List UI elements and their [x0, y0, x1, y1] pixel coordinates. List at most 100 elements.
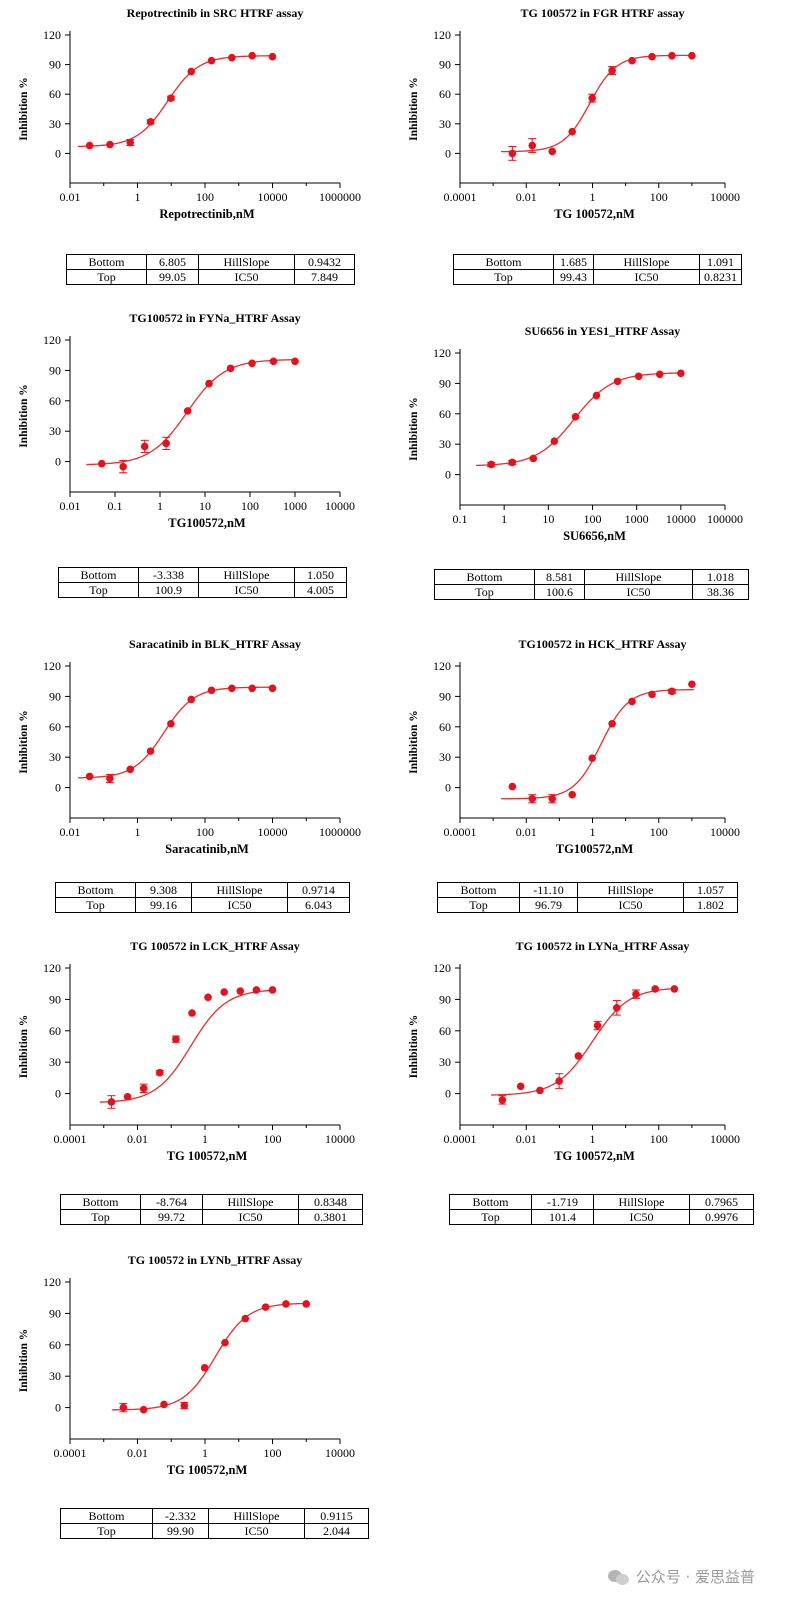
params-cell: 1.057 — [683, 882, 738, 898]
fit-curve — [99, 989, 275, 1103]
y-tick-label: 30 — [49, 117, 61, 131]
params-cell: 99.72 — [140, 1209, 203, 1225]
chart-title: TG100572 in FYNa_HTRF Assay — [129, 311, 300, 325]
data-point — [282, 1300, 290, 1308]
y-tick-label: 0 — [445, 146, 451, 160]
y-axis-label: Inhibition % — [18, 1015, 30, 1079]
params-cell: 6.805 — [146, 254, 199, 270]
data-point — [528, 794, 537, 803]
x-axis-label: TG 100572,nM — [167, 1149, 248, 1163]
x-tick-label: 1000000 — [319, 825, 361, 839]
data-point — [85, 141, 94, 150]
fit-params-table: Bottom -3.338 HillSlope 1.050 Top 100.9 IC50 4.… — [58, 567, 347, 598]
y-axis-label: Inhibition % — [408, 77, 420, 141]
chart-title: Saracatinib in BLK_HTRF Assay — [129, 637, 301, 651]
params-cell: 0.7965 — [689, 1194, 754, 1210]
data-point — [668, 51, 676, 60]
y-axis-label: Inhibition % — [18, 384, 30, 448]
y-tick-label: 60 — [439, 407, 451, 421]
y-tick-label: 120 — [433, 346, 451, 360]
params-cell: HillSlope — [577, 882, 684, 898]
data-point — [508, 782, 517, 791]
params-cell: HillSlope — [593, 1194, 690, 1210]
watermark-text: 公众号 · 爱思益普 — [635, 1568, 755, 1586]
data-point — [568, 127, 577, 136]
fit-curve — [501, 688, 694, 800]
data-point — [207, 56, 216, 65]
fit-params-table: Bottom 1.685 HillSlope 1.091 Top 99.43 IC50 0.8… — [453, 254, 742, 285]
data-point — [555, 1077, 563, 1085]
chart-title: TG 100572 in FGR HTRF assay — [521, 6, 685, 20]
y-tick-label: 30 — [439, 750, 451, 764]
x-tick-label: 0.01 — [60, 499, 81, 513]
y-tick-label: 60 — [49, 720, 61, 734]
y-tick-label: 30 — [49, 1055, 61, 1069]
params-cell: Bottom — [449, 1194, 532, 1210]
params-row: Top 100.9 IC50 4.005 — [58, 582, 347, 598]
x-tick-label: 10000 — [710, 190, 740, 204]
x-tick-label: 1 — [202, 1446, 208, 1460]
params-cell: IC50 — [191, 897, 288, 913]
y-tick-label: 90 — [49, 1306, 61, 1320]
data-point — [205, 379, 213, 388]
fit-params-table: Bottom 8.581 HillSlope 1.018 Top 100.6 IC50 38.… — [434, 569, 749, 600]
x-axis-label: SU6656,nM — [563, 529, 626, 543]
x-tick-label: 10000 — [710, 1132, 740, 1146]
x-tick-label: 0.0001 — [54, 1446, 87, 1460]
data-point — [588, 754, 596, 763]
data-point — [291, 357, 299, 366]
fit-curve — [78, 55, 275, 148]
y-tick-label: 120 — [43, 961, 61, 975]
data-point — [608, 66, 616, 75]
data-point — [528, 141, 537, 150]
chart-title: TG100572 in HCK_HTRF Assay — [519, 637, 687, 651]
params-cell: HillSlope — [593, 254, 700, 270]
params-cell: 0.3801 — [298, 1209, 363, 1225]
fit-curve — [476, 372, 684, 467]
params-cell: Bottom — [434, 569, 535, 585]
y-tick-label: 60 — [49, 87, 61, 101]
data-point — [226, 364, 235, 373]
params-cell: Bottom — [437, 882, 520, 898]
data-point — [97, 459, 106, 468]
watermark: 公众号 · 爱思益普 — [607, 1566, 755, 1587]
data-point — [529, 454, 538, 463]
params-cell: 99.90 — [152, 1523, 209, 1539]
params-row: Bottom -1.719 HillSlope 0.7965 — [449, 1194, 754, 1210]
params-row: Top 96.79 IC50 1.802 — [437, 897, 738, 913]
data-point — [571, 413, 580, 421]
data-point — [220, 988, 228, 996]
params-cell: 96.79 — [519, 897, 578, 913]
params-cell: Top — [60, 1523, 153, 1539]
x-tick-label: 100 — [264, 1132, 282, 1146]
params-cell: IC50 — [198, 269, 295, 285]
params-cell: IC50 — [593, 1209, 690, 1225]
data-point — [187, 695, 196, 704]
params-cell: 0.9115 — [304, 1508, 369, 1524]
data-point — [268, 52, 277, 61]
params-row: Top 99.43 IC50 0.8231 — [453, 269, 742, 285]
y-tick-label: 120 — [433, 28, 451, 42]
data-point — [593, 1021, 602, 1030]
data-point — [155, 1068, 164, 1077]
params-cell: 38.36 — [692, 584, 749, 600]
x-tick-label: 1 — [202, 1132, 208, 1146]
x-tick-label: 0.1 — [108, 499, 123, 513]
params-row: Bottom -3.338 HillSlope 1.050 — [58, 567, 347, 583]
params-cell: 1.050 — [294, 567, 347, 583]
chart-title: SU6656 in YES1_HTRF Assay — [525, 324, 680, 338]
x-axis-label: TG 100572,nM — [554, 207, 635, 221]
data-point — [107, 1098, 116, 1106]
fit-curve — [501, 54, 694, 153]
params-cell: 100.9 — [138, 582, 199, 598]
chart-2: TG 100572 in FGR HTRF assay 0 30 60 90 120 0.0… — [408, 6, 740, 221]
y-tick-label: 60 — [49, 1338, 61, 1352]
y-axis-label: Inhibition % — [18, 1329, 30, 1393]
params-row: Bottom -11.10 HillSlope 1.057 — [437, 882, 738, 898]
data-point — [106, 140, 114, 149]
data-point — [655, 370, 664, 379]
params-cell: HillSlope — [208, 1508, 305, 1524]
data-point — [236, 987, 245, 995]
data-point — [670, 985, 679, 993]
